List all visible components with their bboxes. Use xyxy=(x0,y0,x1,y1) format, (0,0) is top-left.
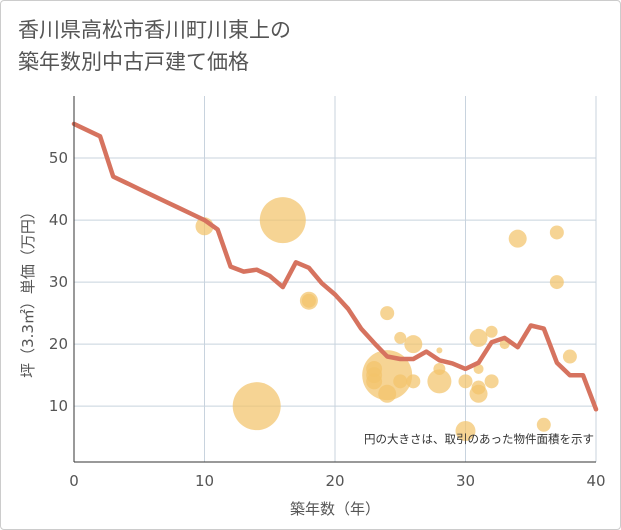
x-tick-label-30: 30 xyxy=(456,472,475,490)
y-tick-label-50: 50 xyxy=(49,149,68,167)
bubble-4 xyxy=(301,293,316,308)
x-tick-label-20: 20 xyxy=(325,472,344,490)
x-tick-label-10: 10 xyxy=(195,472,214,490)
average-line-series xyxy=(71,121,599,412)
x-tick-label-0: 0 xyxy=(69,472,79,490)
bubble-10 xyxy=(378,384,397,403)
bubble-13 xyxy=(404,335,423,354)
y-tick-label-40: 40 xyxy=(49,211,68,229)
bubble-31 xyxy=(562,349,577,364)
bubble-27 xyxy=(508,229,527,248)
axes xyxy=(73,96,596,463)
bubble-14 xyxy=(406,374,421,389)
tick-labels: 0 10 20 30 40 10 20 30 40 50 xyxy=(49,149,606,490)
bubble-24 xyxy=(485,325,498,338)
bubble-29 xyxy=(549,225,564,240)
average-price-line xyxy=(71,121,599,412)
y-tick-label-20: 20 xyxy=(49,335,68,353)
bubble-2 xyxy=(259,197,306,244)
grid-lines xyxy=(74,96,597,462)
x-axis-label: 築年数（年） xyxy=(290,500,380,518)
bubble-30 xyxy=(549,275,564,290)
bubble-8 xyxy=(380,306,395,321)
bubble-21 xyxy=(473,363,484,374)
y-tick-label-30: 30 xyxy=(49,273,68,291)
bubble-1 xyxy=(232,382,281,431)
bubble-28 xyxy=(536,417,551,432)
chart-title-line-1: 香川県高松市香川町川東上の xyxy=(18,18,291,42)
y-axis-label: 坪（3.3㎡）単価（万円） xyxy=(19,204,37,378)
bubble-17 xyxy=(427,369,452,394)
size-annotation: 円の大きさは、取引のあった物件面積を示す xyxy=(364,432,594,446)
bubble-11 xyxy=(394,331,407,344)
bubble-18 xyxy=(458,374,473,389)
bubble-19 xyxy=(455,420,476,441)
y-tick-label-10: 10 xyxy=(49,397,68,415)
x-tick-label-40: 40 xyxy=(586,472,605,490)
bubble-15 xyxy=(436,347,443,354)
bubble-25 xyxy=(484,374,499,389)
bubble-20 xyxy=(469,328,488,347)
bubble-23 xyxy=(469,384,488,403)
chart-title-line-2: 築年数別中古戸建て価格 xyxy=(18,50,249,74)
chart-title: 香川県高松市香川町川東上の 築年数別中古戸建て価格 xyxy=(18,14,578,78)
bubble-12 xyxy=(393,374,408,389)
bubble-series xyxy=(195,197,577,441)
